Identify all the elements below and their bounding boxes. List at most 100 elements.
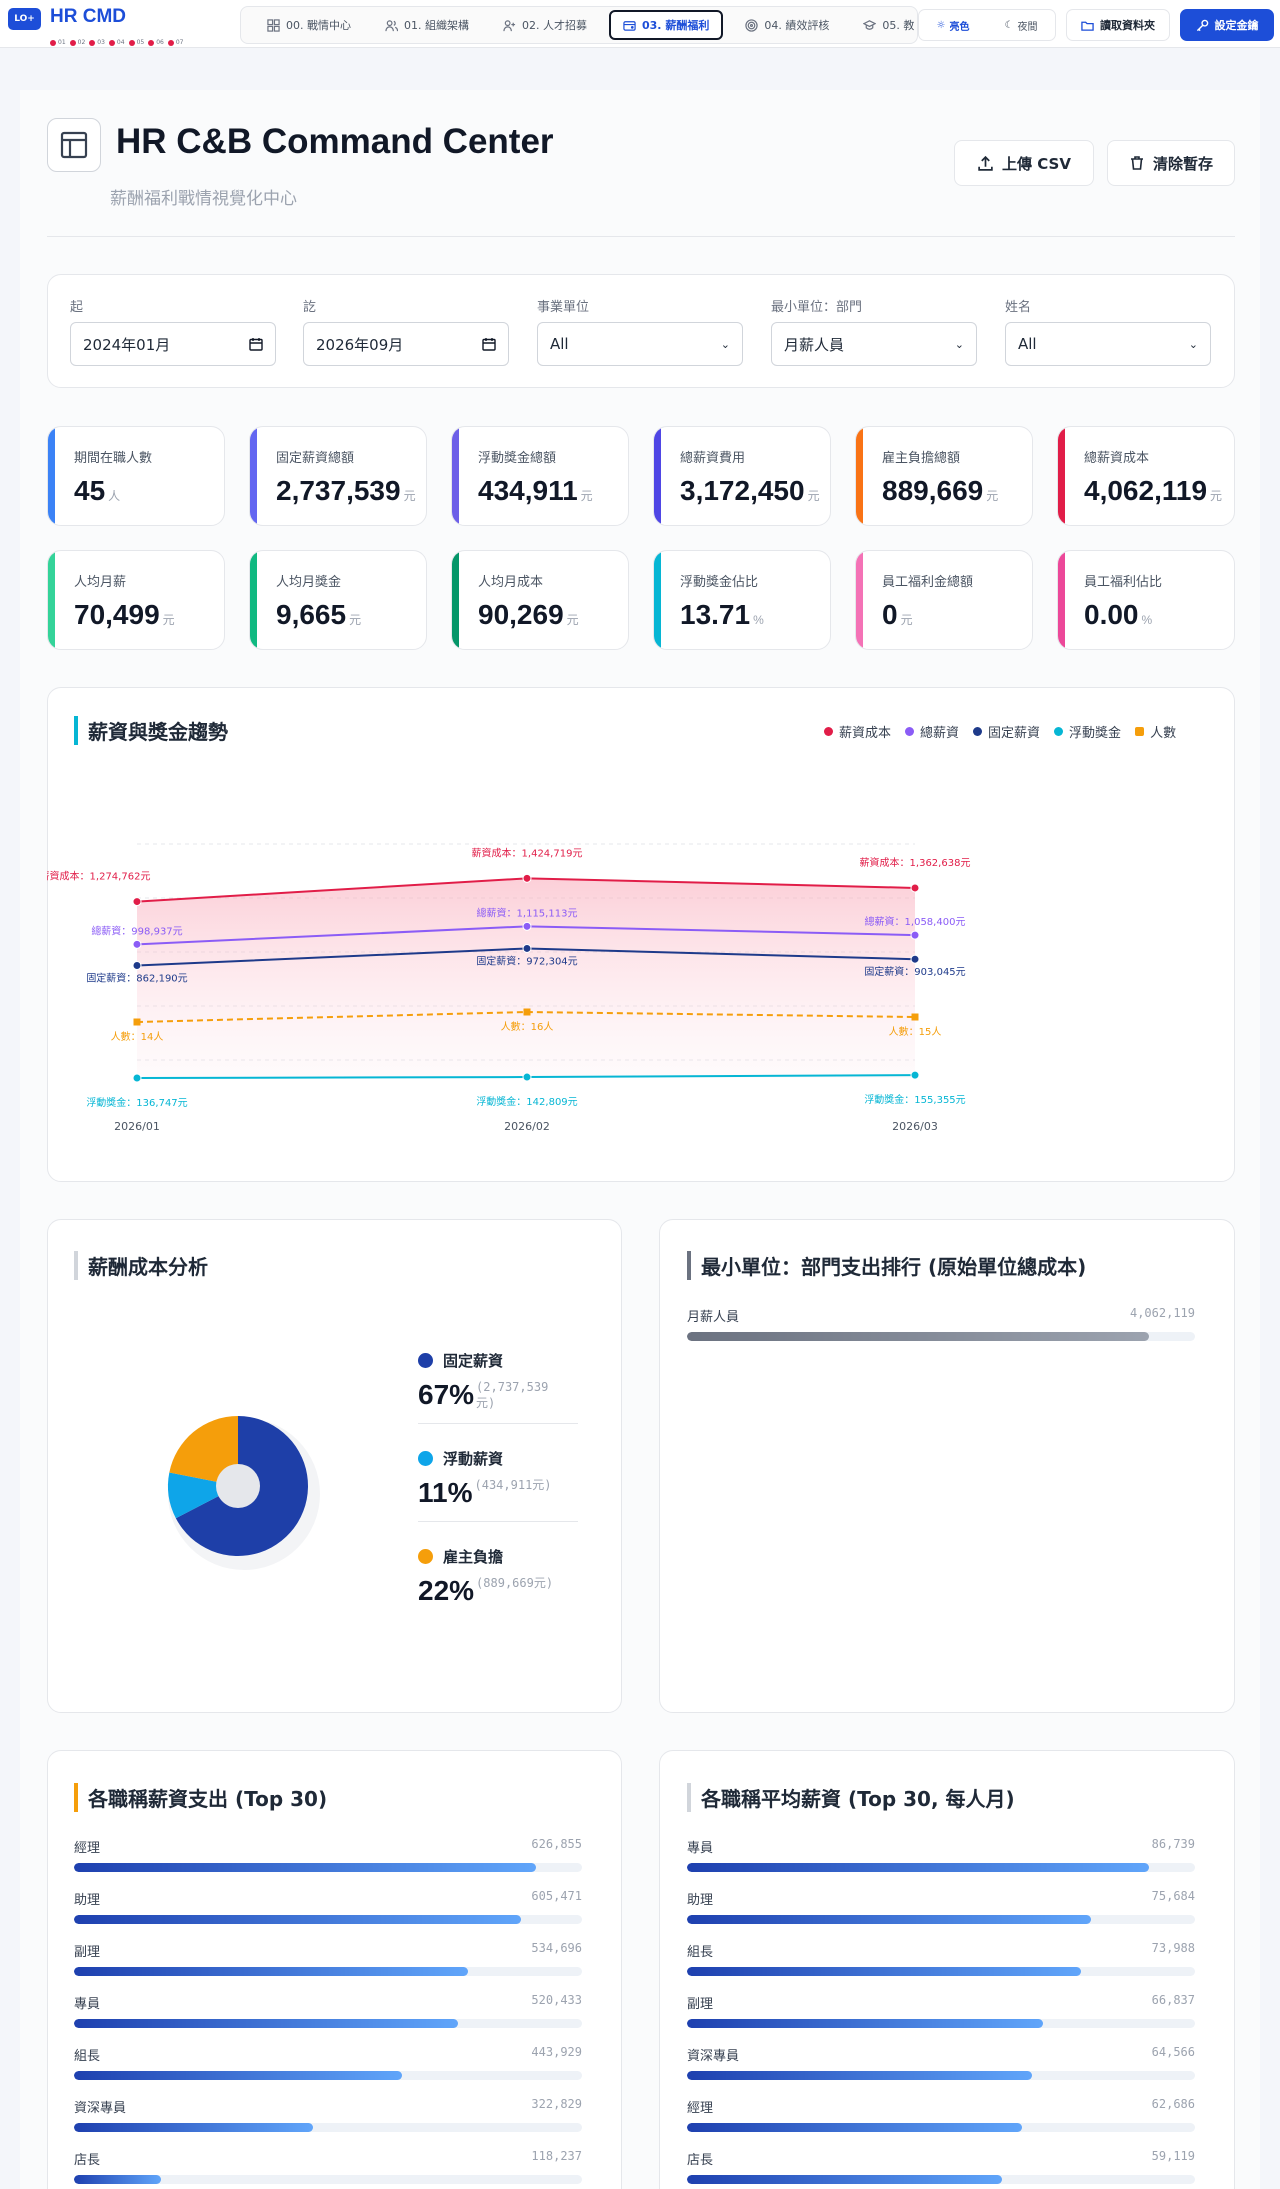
theme-light-button[interactable]: ☼ 亮色 bbox=[936, 19, 970, 33]
data-point bbox=[910, 883, 920, 893]
bar-fill bbox=[74, 1915, 522, 1924]
row-value: 520,433 bbox=[531, 1993, 582, 2007]
department-select[interactable]: 月薪人員 ⌄ bbox=[771, 322, 977, 366]
cost-area bbox=[137, 878, 915, 1078]
filter-label: 姓名 bbox=[1005, 300, 1032, 315]
filter-business-unit: 事業單位 All ⌄ bbox=[537, 296, 743, 366]
data-label: 總薪資：998,937元 bbox=[91, 924, 182, 937]
kpi-card: 人均月薪 70,499 元 bbox=[47, 550, 225, 650]
end-date-input[interactable]: 2026年09月 bbox=[303, 322, 509, 366]
data-label: 固定薪資：903,045元 bbox=[864, 965, 965, 978]
row-value: 73,988 bbox=[1151, 1941, 1195, 1955]
data-label: 固定薪資：972,304元 bbox=[476, 954, 577, 967]
legend-item[interactable]: 固定薪資 bbox=[973, 722, 1040, 741]
tab-compensation[interactable]: 03. 薪酬福利 bbox=[609, 10, 724, 40]
data-point bbox=[132, 961, 142, 971]
x-tick-label: 2026/02 bbox=[504, 1120, 550, 1133]
data-point bbox=[522, 921, 532, 931]
legend-item[interactable]: 總薪資 bbox=[905, 722, 959, 741]
row-label: 店長 bbox=[74, 2153, 101, 2168]
chevron-down-icon: ⌄ bbox=[1188, 337, 1198, 351]
bar-track bbox=[74, 2175, 582, 2184]
bar-list-row: 店長 118,237 bbox=[74, 2149, 582, 2184]
tab-performance[interactable]: 04. 績效評核 bbox=[733, 10, 841, 40]
start-date-input[interactable]: 2024年01月 bbox=[70, 322, 276, 366]
filter-end: 訖 2026年09月 bbox=[303, 296, 509, 366]
dept-rank-card bbox=[659, 1219, 1235, 1713]
tab-organization[interactable]: 01. 組織架構 bbox=[373, 10, 481, 40]
app-logo: LO+ bbox=[8, 8, 41, 30]
bar-fill bbox=[687, 2123, 1023, 2132]
kpi-card: 總薪資費用 3,172,450 元 bbox=[653, 426, 831, 526]
step-indicator: 01 bbox=[50, 39, 66, 46]
row-value: 322,829 bbox=[531, 2097, 582, 2111]
dept-rank-row: 月薪人員 4,062,119 bbox=[687, 1306, 1195, 1341]
legend-item[interactable]: 浮動獎金 bbox=[1054, 722, 1121, 741]
read-folder-button[interactable]: 讀取資料夾 bbox=[1066, 9, 1170, 41]
row-label: 副理 bbox=[74, 1945, 101, 1960]
clear-cache-button[interactable]: 清除暫存 bbox=[1107, 140, 1235, 186]
row-label: 資深專員 bbox=[74, 2101, 127, 2116]
data-point bbox=[910, 954, 920, 964]
filter-label: 起 bbox=[70, 300, 84, 315]
filter-department: 最小單位：部門 月薪人員 ⌄ bbox=[771, 296, 977, 366]
tab-dashboard[interactable]: 00. 戰情中心 bbox=[255, 10, 363, 40]
wallet-icon bbox=[623, 20, 636, 31]
bar-fill bbox=[74, 2019, 458, 2028]
sun-icon: ☼ bbox=[936, 19, 946, 31]
row-label: 助理 bbox=[74, 1893, 101, 1908]
filter-name: 姓名 All ⌄ bbox=[1005, 296, 1211, 366]
kpi-card: 期間在職人數 45 人 bbox=[47, 426, 225, 526]
row-label: 資深專員 bbox=[687, 2049, 740, 2064]
tab-recruitment[interactable]: 02. 人才招募 bbox=[491, 10, 599, 40]
module-tabs: 00. 戰情中心 01. 組織架構 02. 人才招募 03. 薪酬福利 04. … bbox=[240, 6, 918, 44]
cost-pie-chart bbox=[168, 1416, 320, 1570]
legend-item[interactable]: 薪資成本 bbox=[824, 722, 891, 741]
row-label: 專員 bbox=[687, 1841, 714, 1856]
bar-fill bbox=[687, 2019, 1043, 2028]
tab-training[interactable]: 05. 教 bbox=[851, 10, 917, 40]
kpi-card: 浮動獎金總額 434,911 元 bbox=[451, 426, 629, 526]
pie-slice[interactable] bbox=[169, 1416, 238, 1486]
kpi-card: 人均月獎金 9,665 元 bbox=[249, 550, 427, 650]
business-unit-select[interactable]: All ⌄ bbox=[537, 322, 743, 366]
key-icon bbox=[1196, 19, 1208, 31]
trend-chart-title: 薪資與獎金趨勢 bbox=[74, 716, 228, 745]
row-label: 副理 bbox=[687, 1997, 714, 2012]
bar-fill bbox=[687, 2071, 1033, 2080]
bar-fill bbox=[74, 1967, 468, 1976]
row-label: 專員 bbox=[74, 1997, 101, 2012]
bar-fill bbox=[74, 2175, 162, 2184]
data-point bbox=[523, 1008, 531, 1016]
kpi-card: 人均月成本 90,269 元 bbox=[451, 550, 629, 650]
bar-track bbox=[74, 1863, 582, 1872]
theme-switch: ☼ 亮色 ☾ 夜間 bbox=[918, 9, 1056, 41]
bar-list-row: 經理 62,686 bbox=[687, 2097, 1195, 2132]
moon-icon: ☾ bbox=[1004, 19, 1014, 31]
data-point bbox=[522, 1072, 532, 1082]
legend-item[interactable]: 人數 bbox=[1135, 722, 1176, 741]
data-label: 薪資成本：1,362,638元 bbox=[860, 856, 971, 869]
step-indicator: 07 bbox=[167, 39, 183, 46]
cost-analysis-card bbox=[47, 1219, 622, 1713]
bar-fill bbox=[687, 1863, 1150, 1872]
step-indicator: 02 bbox=[69, 39, 85, 46]
pie-hole bbox=[216, 1464, 260, 1508]
trend-chart: 薪資成本：1,274,762元 薪資成本：1,424,719元薪資成本：1,362… bbox=[47, 843, 971, 1133]
set-key-button[interactable]: 設定金鑰 bbox=[1180, 9, 1274, 41]
row-value: 443,929 bbox=[531, 2045, 582, 2059]
theme-dark-button[interactable]: ☾ 夜間 bbox=[1004, 19, 1038, 33]
bar-list-row: 專員 86,739 bbox=[687, 1837, 1195, 1872]
dept-rank-title: 最小單位：部門支出排行 (原始單位總成本) bbox=[687, 1251, 1086, 1280]
filter-label: 事業單位 bbox=[537, 300, 590, 315]
data-label: 人數：16人 bbox=[501, 1020, 554, 1033]
row-value: 605,471 bbox=[531, 1889, 582, 1903]
upload-csv-button[interactable]: 上傳 CSV bbox=[954, 140, 1094, 186]
chevron-down-icon: ⌄ bbox=[954, 337, 964, 351]
name-select[interactable]: All ⌄ bbox=[1005, 322, 1211, 366]
bar-list-row: 資深專員 322,829 bbox=[74, 2097, 582, 2132]
kpi-card: 雇主負擔總額 889,669 元 bbox=[855, 426, 1033, 526]
data-point bbox=[911, 1013, 919, 1021]
row-label: 店長 bbox=[687, 2153, 714, 2168]
filter-label: 最小單位：部門 bbox=[771, 300, 863, 315]
